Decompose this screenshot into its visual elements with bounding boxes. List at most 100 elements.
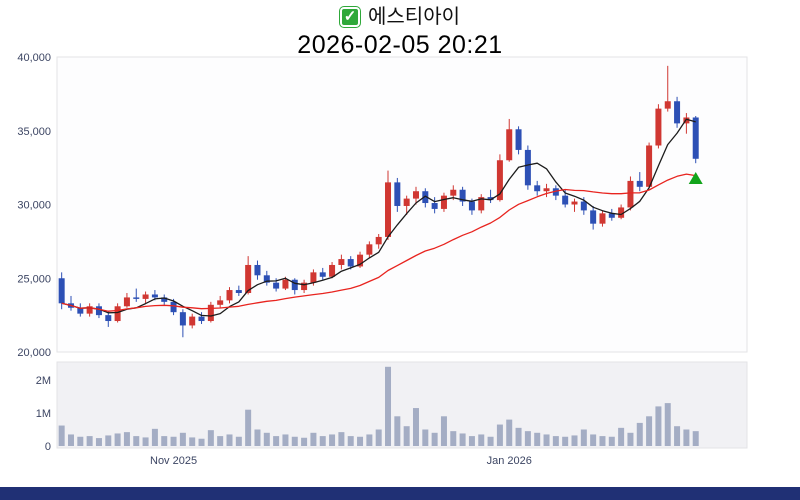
volume-bar	[77, 436, 84, 446]
price-panel	[56, 56, 748, 353]
bottom-bar	[0, 487, 800, 500]
svg-text:1M: 1M	[36, 408, 51, 420]
candle-body	[263, 275, 270, 283]
volume-bar	[95, 438, 102, 446]
candle-body	[646, 145, 653, 187]
candle-body	[105, 315, 112, 322]
candle-body	[310, 272, 317, 283]
svg-text:40,000: 40,000	[17, 52, 51, 64]
candle-body	[189, 316, 196, 326]
volume-bar	[329, 434, 336, 446]
volume-bar	[245, 409, 252, 446]
candle-body	[496, 160, 503, 201]
candle-body	[329, 264, 336, 277]
candle-body	[524, 149, 531, 186]
svg-text:25,000: 25,000	[17, 273, 51, 285]
candle-body	[440, 195, 447, 209]
svg-text:35,000: 35,000	[17, 126, 51, 138]
candle-body	[86, 306, 93, 314]
volume-bar	[282, 434, 289, 446]
buy-signal-triangle-icon	[688, 172, 703, 185]
candle-body	[627, 180, 634, 208]
volume-bar	[450, 431, 457, 446]
candle-body	[515, 129, 522, 150]
volume-bar	[86, 436, 93, 446]
candle-body	[273, 282, 280, 289]
volume-bar	[189, 437, 196, 446]
svg-text:Jan 2026: Jan 2026	[487, 455, 532, 467]
candle-body	[114, 306, 121, 322]
candle-body	[385, 182, 392, 237]
volume-bar	[599, 436, 606, 446]
svg-text:2M: 2M	[36, 375, 51, 387]
candle-body	[235, 290, 242, 293]
candle-body	[534, 185, 541, 192]
volume-bar	[534, 432, 541, 446]
volume-bar	[151, 428, 158, 446]
candle-body	[319, 272, 326, 277]
svg-text:20,000: 20,000	[17, 347, 51, 359]
volume-bar	[562, 436, 569, 446]
candle-body	[562, 195, 569, 205]
ma-short-line	[61, 118, 696, 317]
volume-bar	[422, 429, 429, 446]
candle-body	[301, 282, 308, 291]
volume-bar	[319, 436, 326, 446]
green-checkbox-icon: ✓	[340, 7, 360, 27]
volume-bar	[543, 434, 550, 446]
stock-name: 에스티아이	[368, 6, 460, 28]
candle-body	[142, 294, 149, 299]
volume-bar	[310, 432, 317, 446]
volume-bar	[692, 431, 699, 446]
svg-text:0: 0	[45, 441, 51, 453]
volume-bar	[133, 436, 140, 446]
candle-body	[552, 188, 559, 196]
volume-bar	[105, 435, 112, 446]
date-axis-labels: Nov 2025 Jan 2026	[150, 455, 532, 467]
volume-bar	[524, 431, 531, 446]
volume-bar	[580, 429, 587, 446]
candle-body	[468, 201, 475, 211]
chart-header: ✓ 에스티아이 2026-02-05 20:21	[0, 5, 800, 60]
candle-body	[478, 197, 485, 211]
candle-body	[459, 189, 466, 202]
volume-bar	[357, 436, 364, 446]
volume-bar	[618, 427, 625, 446]
candle-body	[487, 197, 494, 201]
volume-bar	[347, 436, 354, 446]
title-row: ✓ 에스티아이	[0, 5, 800, 29]
volume-bar	[683, 429, 690, 446]
svg-text:30,000: 30,000	[17, 200, 51, 212]
candle-body	[636, 180, 643, 187]
volume-bar	[506, 419, 513, 446]
volume-bar	[198, 438, 205, 446]
volume-bar	[636, 422, 643, 446]
candle-body	[123, 297, 130, 307]
volume-bar	[226, 434, 233, 446]
volume-bar	[571, 435, 578, 446]
volume-bar	[67, 434, 74, 446]
volume-bar	[674, 426, 681, 446]
volume-bar	[440, 416, 447, 446]
candle-body	[580, 201, 587, 211]
candle-body	[608, 213, 615, 218]
candle-body	[95, 306, 102, 316]
volume-bar	[655, 406, 662, 446]
candle-body	[664, 101, 671, 109]
volume-bar	[515, 427, 522, 446]
volume-bar	[207, 430, 214, 446]
candle-body	[571, 201, 578, 205]
chart-datetime: 2026-02-05 20:21	[297, 31, 503, 59]
candle-body	[338, 259, 345, 265]
volume-axis-labels: 0 1M 2M	[36, 375, 51, 453]
volume-bar	[590, 434, 597, 446]
candle-body	[599, 213, 606, 224]
volume-bar	[412, 408, 419, 446]
volume-panel	[56, 361, 748, 449]
candle-body	[207, 304, 214, 322]
volume-bar	[366, 434, 373, 446]
candle-body	[170, 301, 177, 313]
candle-body	[282, 279, 289, 289]
volume-bar	[58, 425, 65, 446]
